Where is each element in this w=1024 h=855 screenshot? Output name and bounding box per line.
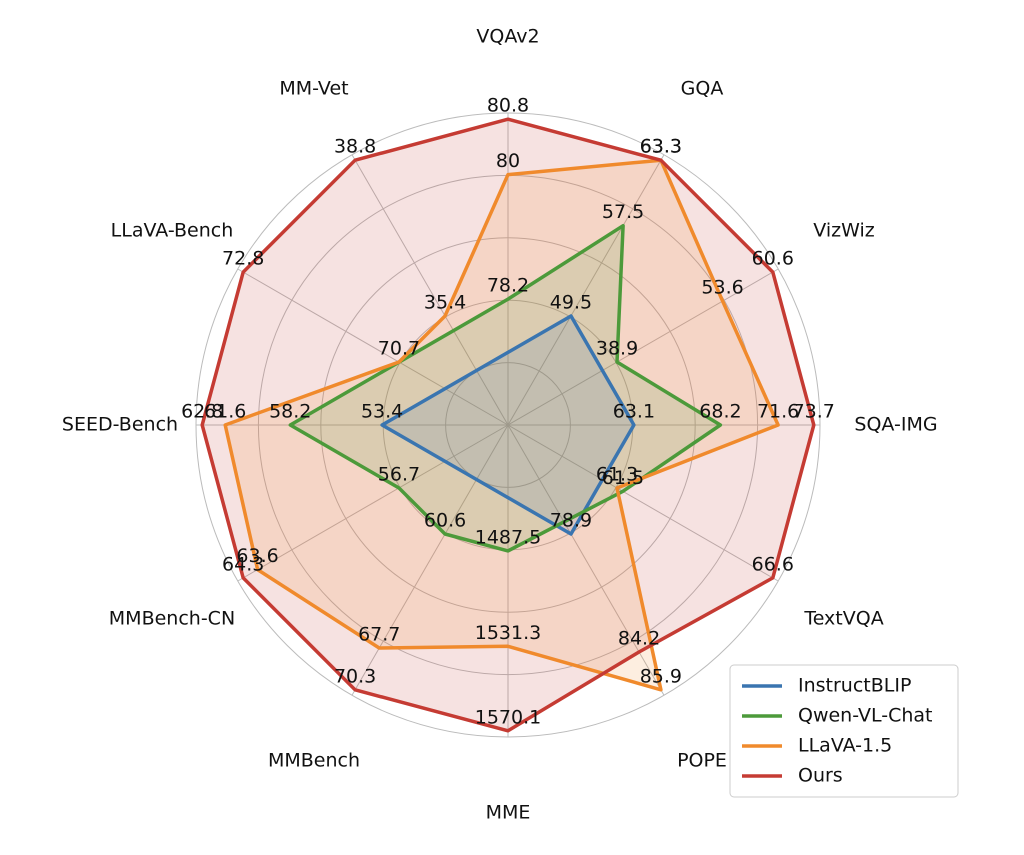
value-label: 1570.1	[475, 706, 541, 728]
value-label: 1531.3	[475, 622, 541, 644]
value-label: 72.8	[222, 248, 264, 270]
legend: InstructBLIP Qwen-VL-Chat LLaVA-1.5 Ours	[729, 664, 959, 798]
value-label: 61.3	[596, 463, 638, 485]
value-label: 60.6	[424, 510, 466, 532]
series-fill	[202, 119, 814, 731]
legend-label: InstructBLIP	[798, 675, 911, 697]
axis-label: MM-Vet	[279, 77, 348, 99]
axis-label: POPE	[677, 750, 727, 772]
value-label: 38.8	[334, 136, 376, 158]
value-label: 67.7	[358, 624, 400, 646]
value-label: 78.2	[487, 275, 529, 297]
axis-label: TextVQA	[803, 608, 883, 630]
value-label: 70.7	[378, 338, 420, 360]
axis-label: MMBench-CN	[109, 608, 235, 630]
spoke	[351, 424, 509, 696]
value-label: 80.8	[487, 95, 529, 117]
value-label: 63.3	[640, 136, 682, 158]
spoke	[507, 154, 665, 426]
value-label: 80	[496, 150, 520, 172]
value-label: 60.6	[752, 248, 794, 270]
value-label: 1487.5	[475, 526, 541, 548]
legend-box	[729, 664, 959, 798]
value-label: 63.3	[640, 136, 682, 158]
spoke	[237, 268, 509, 426]
value-label: 78.9	[550, 510, 592, 532]
axis-label: LLaVA-Bench	[111, 220, 234, 242]
spoke	[507, 268, 779, 426]
series-line	[380, 314, 636, 536]
value-label: 53.4	[361, 401, 403, 423]
value-label: 68.2	[699, 401, 741, 423]
value-label: 62.8	[181, 401, 223, 423]
series-line	[223, 158, 780, 692]
axis-label: SQA-IMG	[854, 414, 937, 436]
spoke	[237, 424, 509, 582]
value-label: 61.6	[204, 401, 246, 423]
spoke	[351, 154, 509, 426]
value-label: 53.6	[701, 277, 743, 299]
series-line	[288, 223, 723, 553]
value-label: 66.6	[752, 553, 794, 575]
value-label: 84.2	[618, 627, 660, 649]
value-label: 63.1	[613, 401, 655, 423]
axis-label: SEED-Bench	[62, 414, 178, 436]
axis-label: MMBench	[268, 750, 360, 772]
value-label: 49.5	[550, 291, 592, 313]
legend-label: LLaVA-1.5	[798, 735, 892, 757]
value-label: 63.6	[236, 545, 278, 567]
value-label: 71.6	[757, 401, 799, 423]
series-fill	[290, 225, 721, 551]
value-label: 35.4	[424, 291, 466, 313]
axis-label: GQA	[681, 77, 724, 99]
axis-label: MME	[486, 802, 531, 824]
value-label: 85.9	[640, 665, 682, 687]
value-label: 57.5	[602, 201, 644, 223]
series-line	[200, 117, 816, 733]
series-fill	[225, 160, 779, 690]
spoke	[507, 424, 779, 582]
value-label: 58.2	[269, 401, 311, 423]
axis-label: VizWiz	[813, 220, 874, 242]
legend-label: Ours	[798, 765, 843, 787]
spoke	[507, 424, 665, 696]
axis-label: VQAv2	[476, 26, 539, 48]
value-label: 73.7	[793, 401, 835, 423]
value-label: 70.3	[334, 665, 376, 687]
value-label: 38.9	[596, 338, 638, 360]
legend-label: Qwen-VL-Chat	[798, 705, 932, 727]
value-label: 61.5	[602, 467, 644, 489]
value-label: 56.7	[378, 463, 420, 485]
value-label: 64.3	[222, 553, 264, 575]
series-fill	[382, 316, 634, 534]
